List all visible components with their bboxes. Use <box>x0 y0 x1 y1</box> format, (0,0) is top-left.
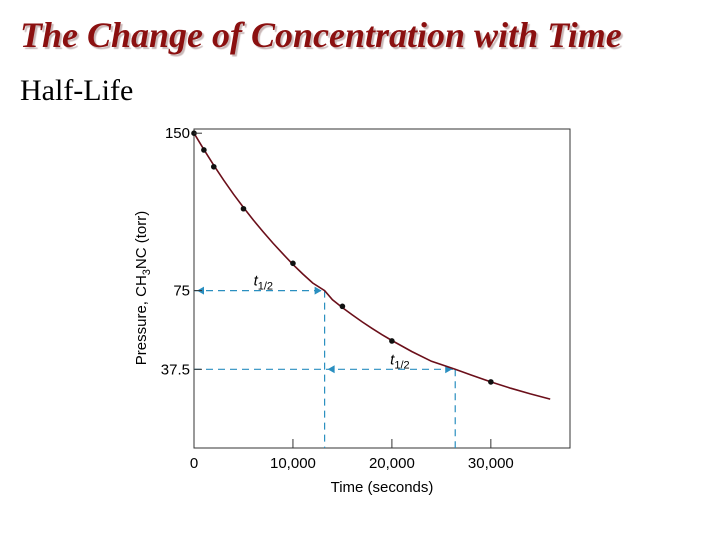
data-point-5 <box>339 303 346 310</box>
x-tick-label-1: 10,000 <box>270 455 316 472</box>
half-life-labels: t1/2t1/2 <box>254 273 410 372</box>
half-life-1-label: t1/2 <box>254 273 273 293</box>
x-axis-ticks: 0 10,000 20,000 30,000 <box>190 439 514 472</box>
y-tick-label-1: 75 <box>173 283 190 300</box>
half-life-2-arrow-left <box>327 365 335 374</box>
x-tick-label-2: 20,000 <box>369 455 415 472</box>
y-axis-ticks: 150 75 37.5 <box>161 125 202 378</box>
plot-frame <box>193 128 571 449</box>
x-tick-label-0: 0 <box>190 455 198 472</box>
slide-title: The Change of Concentration with Time <box>20 15 622 55</box>
half-life-1-label-subscript: 1/2 <box>258 281 273 293</box>
data-point-1 <box>201 147 207 153</box>
data-point-3 <box>240 205 247 212</box>
y-tick-label-0: 150 <box>165 125 190 142</box>
data-point-7 <box>488 379 494 385</box>
slide-subtitle: Half-Life <box>20 74 134 107</box>
half-life-guides <box>194 286 456 448</box>
y-tick-label-2: 37.5 <box>161 361 190 378</box>
half-life-2-label: t1/2 <box>390 351 409 371</box>
y-axis-label-part-1: Pressure, CH <box>133 275 150 365</box>
decay-curve-group <box>193 132 551 400</box>
y-axis-label-subscript: 3 <box>141 269 153 275</box>
y-axis-label: Pressure, CH3NC (torr) <box>133 211 153 365</box>
half-life-1-arrow-right <box>314 286 322 295</box>
data-point-4 <box>290 260 296 267</box>
x-axis-label: Time (seconds) <box>331 479 434 496</box>
half-life-2-label-subscript: 1/2 <box>394 359 409 371</box>
data-point-2 <box>210 163 217 170</box>
data-points <box>191 130 494 385</box>
y-axis-label-part-2: NC (torr) <box>133 211 150 269</box>
x-tick-label-3: 30,000 <box>468 455 514 472</box>
data-point-6 <box>389 338 395 344</box>
half-life-2-label-t: t <box>390 351 395 368</box>
half-life-1-label-t: t <box>254 273 259 290</box>
decay-curve <box>193 132 551 400</box>
